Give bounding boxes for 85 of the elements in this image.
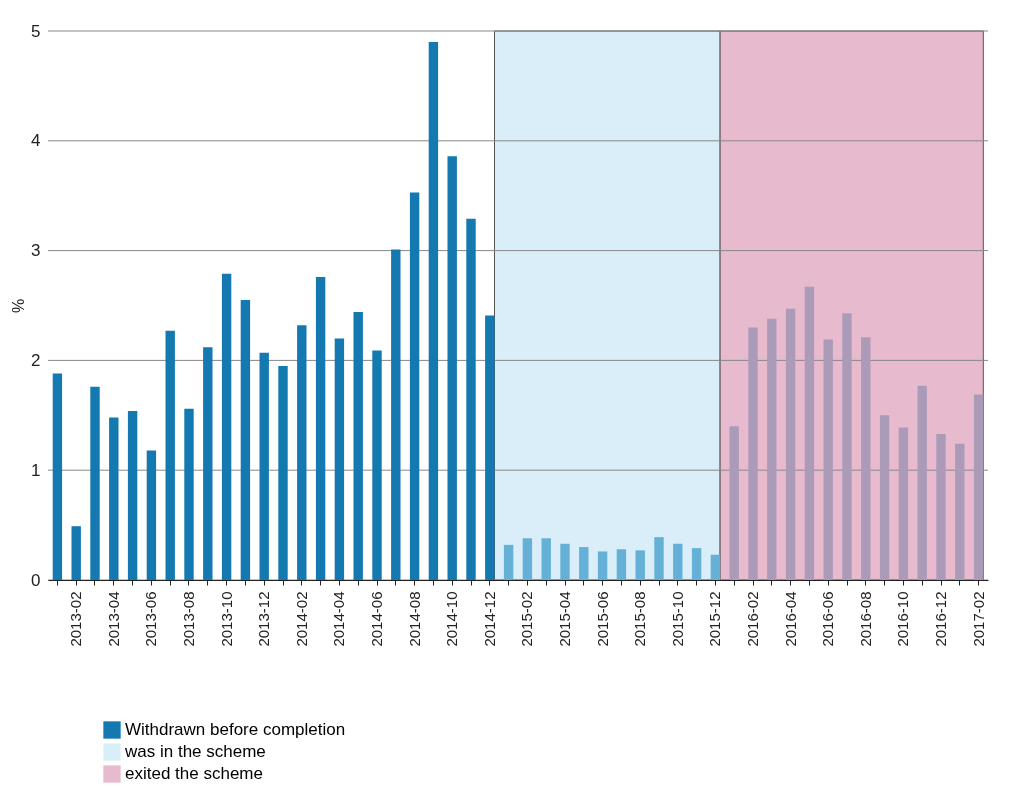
- x-tick-label: 2013-10: [217, 591, 235, 647]
- bar: [485, 315, 495, 580]
- legend-label: Withdrawn before completion: [125, 720, 346, 739]
- bar: [315, 276, 326, 580]
- bar: [955, 443, 965, 580]
- y-tick-label: 0: [31, 570, 41, 590]
- bar: [240, 300, 251, 580]
- bar: [842, 313, 852, 580]
- bar: [203, 347, 213, 580]
- bar: [146, 450, 157, 580]
- bar: [654, 537, 664, 580]
- x-tick-label: 2015-08: [631, 591, 649, 647]
- bar: [710, 554, 721, 580]
- y-tick-label: 4: [31, 131, 41, 151]
- bar: [804, 286, 815, 580]
- bar: [71, 526, 81, 580]
- bar: [409, 192, 420, 580]
- x-tick-label: 2015-04: [556, 591, 573, 647]
- bar: [90, 386, 100, 580]
- bar: [936, 433, 946, 580]
- bar: [334, 338, 345, 580]
- bar: [579, 547, 589, 580]
- bar: [221, 273, 232, 580]
- x-tick-label: 2014-02: [292, 591, 310, 647]
- bar: [691, 548, 702, 580]
- bar: [898, 427, 909, 580]
- x-tick-label: 2016-08: [856, 591, 874, 647]
- x-tick-label: 2015-02: [518, 591, 536, 647]
- x-tick-label: 2015-12: [706, 591, 724, 647]
- bar: [917, 385, 927, 580]
- bar: [748, 327, 758, 580]
- x-tick-label: 2013-08: [180, 591, 197, 647]
- x-tick-label: 2015-06: [593, 591, 611, 647]
- y-tick-label: 1: [31, 460, 41, 480]
- legend-label: was in the scheme: [124, 742, 266, 761]
- bar: [729, 426, 739, 580]
- bar: [109, 417, 119, 580]
- y-tick-label: 5: [31, 21, 41, 41]
- x-tick-label: 2016-10: [894, 591, 912, 647]
- bar: [372, 350, 382, 580]
- bar: [823, 339, 833, 580]
- bar: [767, 318, 777, 580]
- bar: [673, 543, 683, 580]
- legend-label: exited the scheme: [125, 764, 263, 783]
- bar: [861, 337, 871, 580]
- x-tick-label: 2016-04: [781, 591, 799, 647]
- bar: [353, 312, 363, 580]
- bar: [879, 415, 890, 580]
- x-tick-label: 2016-12: [932, 591, 949, 647]
- bar: [466, 218, 476, 580]
- y-axis-title: %: [10, 298, 28, 314]
- bar: [503, 544, 514, 580]
- bar: [259, 352, 269, 580]
- x-tick-label: 2014-06: [368, 591, 385, 647]
- y-tick-label: 2: [31, 350, 41, 370]
- bar: [297, 325, 307, 580]
- bar: [616, 549, 627, 580]
- x-tick-label: 2016-02: [744, 591, 761, 647]
- bar: [560, 543, 570, 580]
- x-tick-label: 2013-12: [255, 591, 273, 647]
- bar: [635, 550, 645, 580]
- bar: [541, 538, 551, 580]
- bar: [165, 330, 175, 580]
- bar: [391, 249, 401, 580]
- bar: [52, 373, 63, 580]
- y-tick-label: 3: [31, 241, 41, 261]
- bar: [127, 410, 138, 580]
- bar: [973, 394, 984, 580]
- x-tick-label: 2016-06: [819, 591, 837, 647]
- x-tick-label: 2013-04: [104, 591, 122, 647]
- x-tick-label: 2014-04: [330, 591, 348, 647]
- bar: [597, 551, 608, 580]
- x-tick-label: 2014-12: [480, 591, 498, 647]
- bar: [522, 538, 533, 580]
- x-tick-label: 2017-02: [969, 591, 987, 647]
- x-tick-label: 2014-10: [443, 591, 461, 647]
- bar: [447, 156, 457, 580]
- x-tick-label: 2013-02: [67, 591, 85, 647]
- x-tick-label: 2014-08: [405, 591, 423, 647]
- bar: [428, 41, 439, 580]
- x-tick-label: 2015-10: [668, 591, 686, 647]
- bar: [278, 365, 288, 580]
- bar: [785, 308, 796, 580]
- x-tick-label: 2013-06: [142, 591, 160, 647]
- bar: [184, 408, 194, 580]
